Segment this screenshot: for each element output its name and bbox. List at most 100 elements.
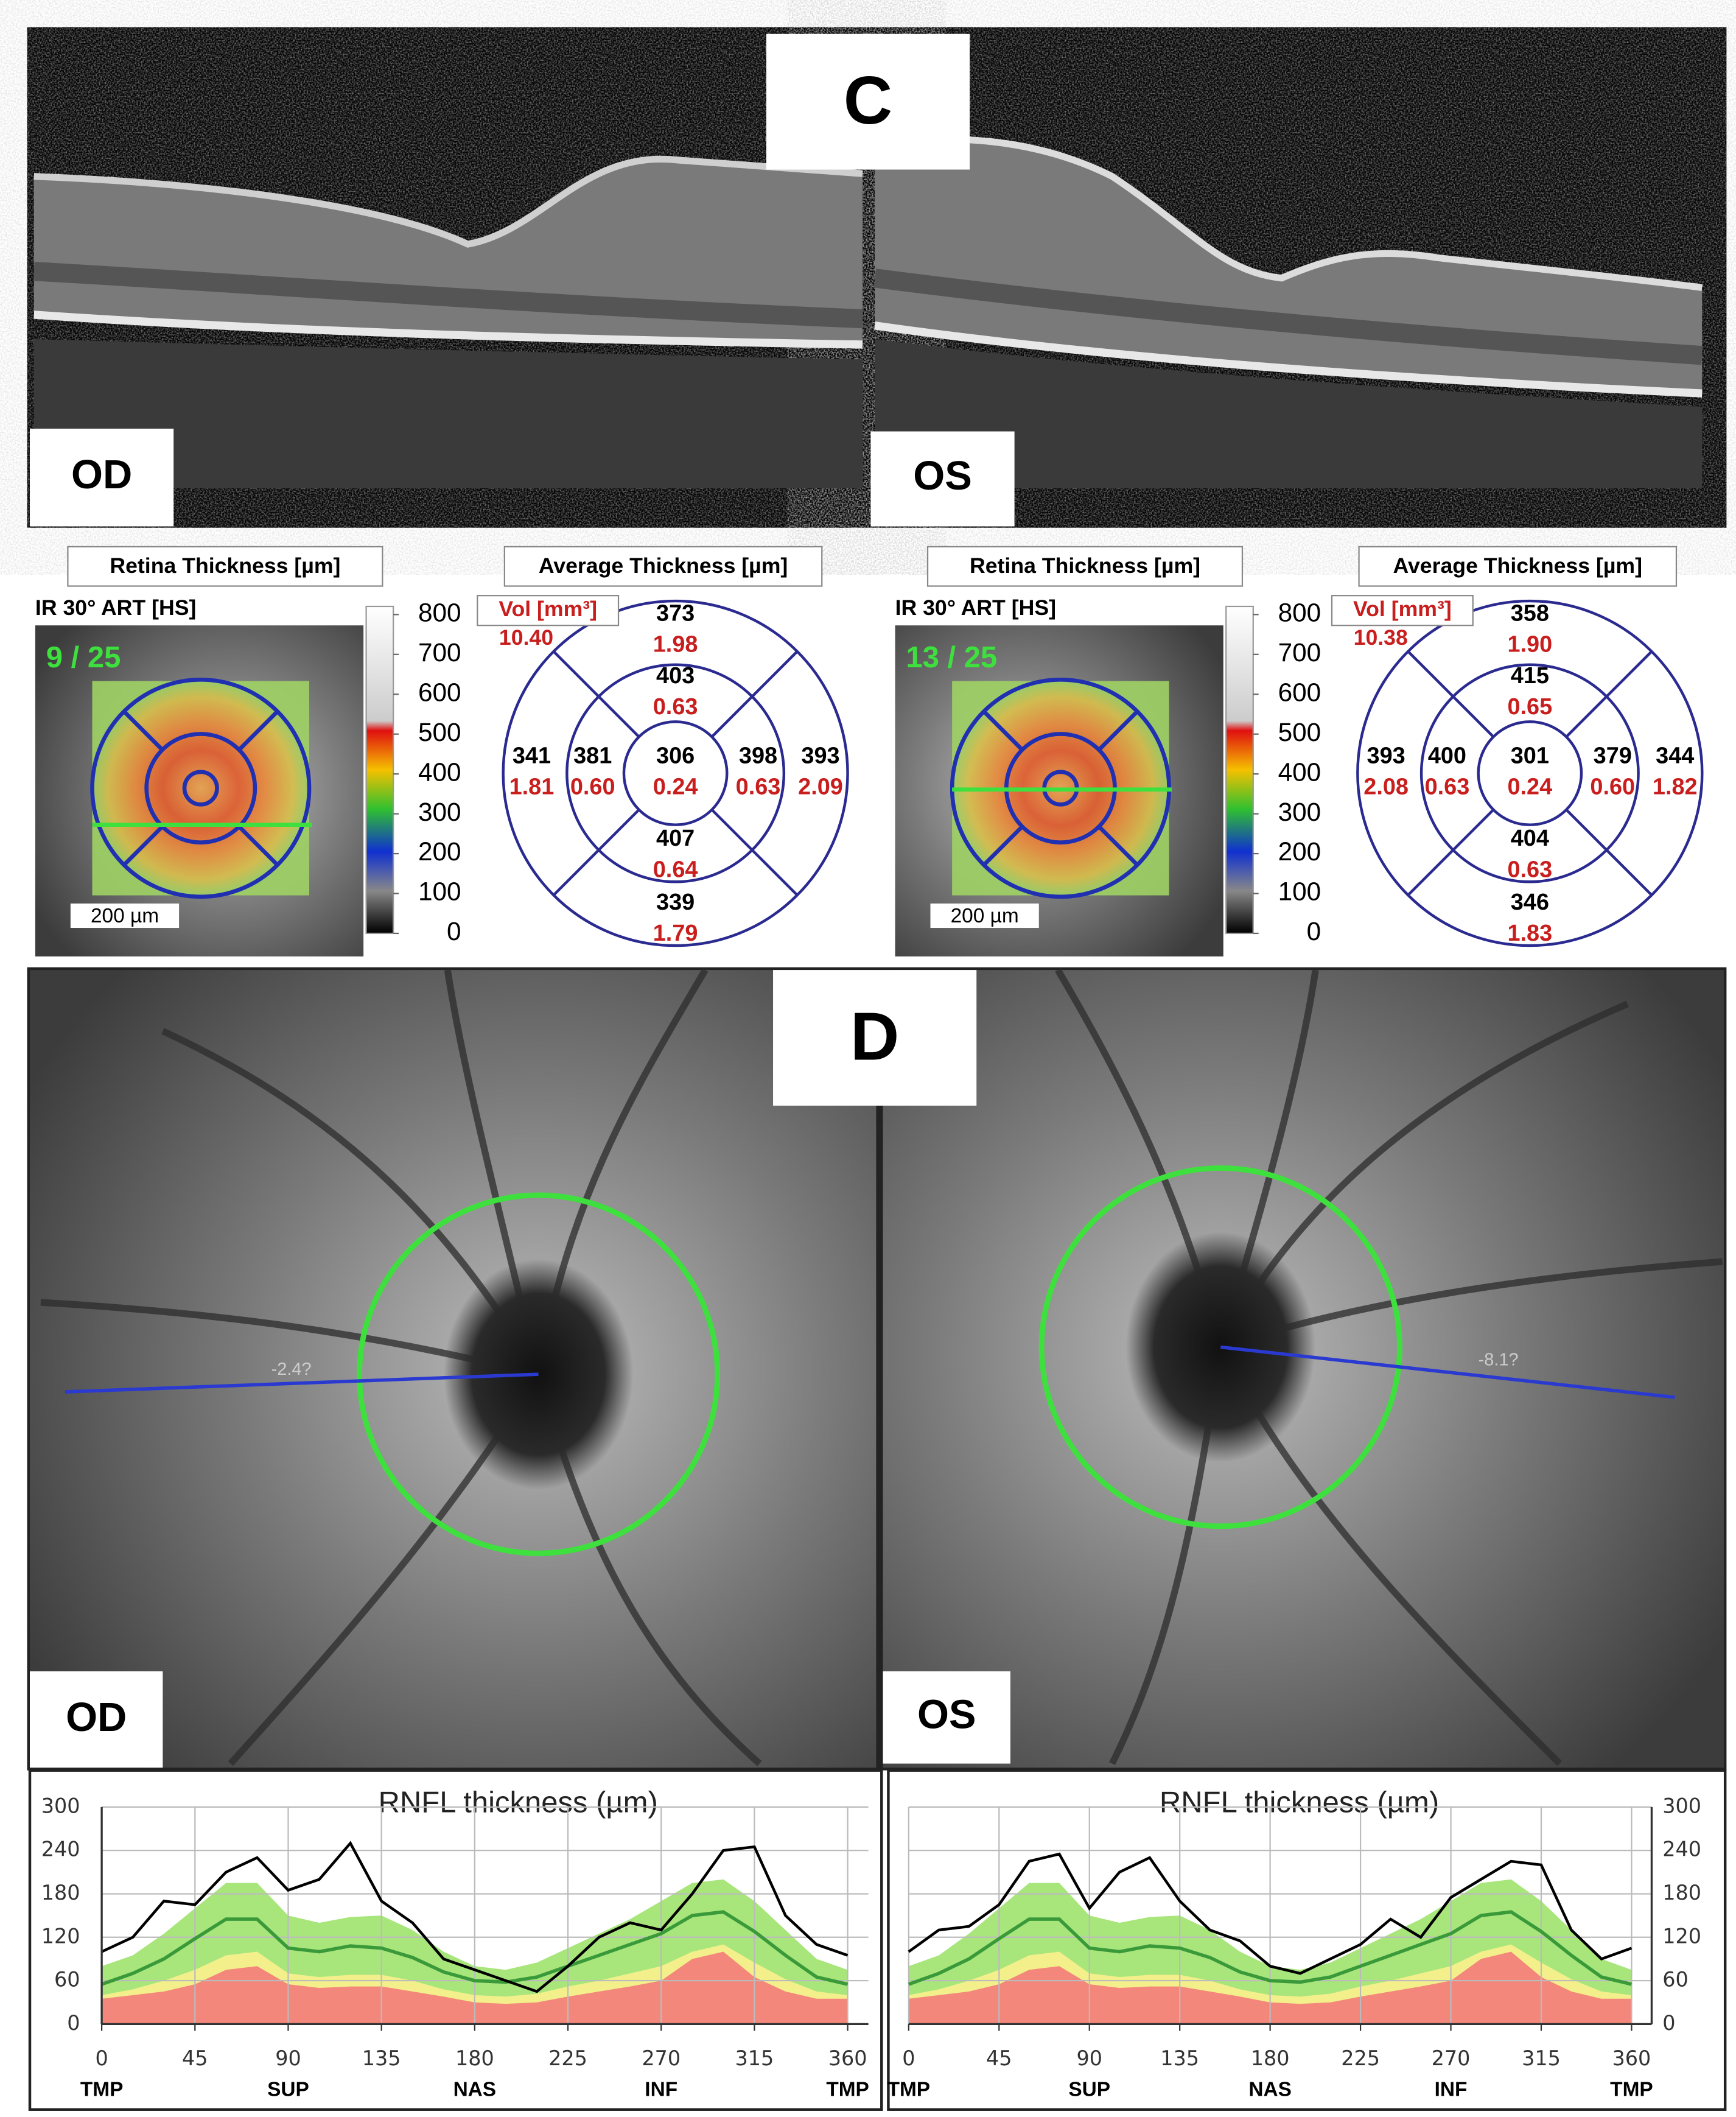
sector-thickness: 393 xyxy=(801,743,839,768)
sector-volume: 1.82 xyxy=(1653,774,1698,800)
sector-label: INF xyxy=(1435,2078,1468,2101)
x-tick-label: 270 xyxy=(642,2046,681,2070)
etdrs-ring xyxy=(1356,599,1704,947)
y-tick-label: 240 xyxy=(1662,1838,1701,1861)
rpe xyxy=(33,311,863,349)
colorbar-label: 600 xyxy=(1278,678,1321,706)
x-tick-label: 45 xyxy=(182,2046,208,2070)
map-title: Retina Thickness [µm] xyxy=(110,553,340,578)
etdrs-spoke xyxy=(552,809,640,897)
y-tick-label: 300 xyxy=(41,1794,80,1817)
x-tick-label: 315 xyxy=(1522,2046,1561,2070)
sector-thickness: 379 xyxy=(1594,743,1632,768)
label-box xyxy=(766,33,970,170)
etdrs-spoke xyxy=(237,824,280,867)
vol-label: Vol [mm³] xyxy=(1353,597,1452,621)
x-tick-label: 225 xyxy=(548,2046,587,2070)
sector-volume: 0.63 xyxy=(653,694,698,720)
colorbar-label: 300 xyxy=(1278,798,1321,826)
total-volume: 10.38 xyxy=(1354,625,1408,650)
angle-label: -2.4? xyxy=(271,1360,312,1379)
colorbar-label: 400 xyxy=(418,757,461,786)
colorbar-label: 200 xyxy=(1278,837,1321,866)
rnfl xyxy=(33,155,863,248)
sector-label: TMP xyxy=(1610,2078,1653,2101)
colorbar-label: 800 xyxy=(1278,599,1321,627)
retina-layer xyxy=(33,262,863,329)
sector-thickness: 346 xyxy=(1511,890,1549,915)
label-box xyxy=(30,1671,163,1768)
sector-volume: 1.90 xyxy=(1507,632,1552,658)
sector-thickness: 403 xyxy=(656,663,695,689)
etdrs-spoke xyxy=(1565,809,1653,897)
angle-label: -8.1? xyxy=(1479,1350,1519,1369)
y-tick-label: 120 xyxy=(41,1924,80,1948)
scan-circle xyxy=(356,1192,721,1556)
x-tick-label: 0 xyxy=(95,2046,108,2070)
etdrs-ring xyxy=(144,732,257,845)
x-tick-label: 90 xyxy=(275,2046,301,2070)
x-tick-label: 225 xyxy=(1341,2046,1380,2070)
x-tick-label: 360 xyxy=(1612,2046,1651,2070)
sector-thickness: 358 xyxy=(1511,600,1549,626)
sector-label: NAS xyxy=(453,2078,497,2101)
chart-title: RNFL thickness (µm) xyxy=(378,1786,657,1819)
avg-title: Average Thickness [µm] xyxy=(539,553,788,578)
etdrs-spoke xyxy=(1565,650,1653,738)
colorbar-label: 700 xyxy=(1278,638,1321,667)
y-tick-label: 300 xyxy=(1662,1794,1701,1817)
sector-thickness: 415 xyxy=(1511,663,1549,689)
thickness-panels: Retina Thickness [µm] IR 30° ART [HS] 9 / … xyxy=(35,546,1704,957)
etdrs-spoke xyxy=(1097,709,1139,752)
rnfl xyxy=(874,135,1703,291)
colorbar-label: 300 xyxy=(418,798,461,826)
etdrs-spoke xyxy=(711,809,799,897)
label-box xyxy=(870,431,1015,527)
scan-label: IR 30° ART [HS] xyxy=(35,595,196,620)
x-tick-label: 270 xyxy=(1432,2046,1471,2070)
label-box xyxy=(883,1671,1010,1764)
sector-label: TMP xyxy=(826,2078,869,2101)
y-tick-label: 0 xyxy=(67,2011,80,2035)
sector-thickness: 341 xyxy=(513,743,551,768)
title-box xyxy=(926,546,1244,587)
colorbar-label: 500 xyxy=(1278,718,1321,746)
panel-label: C xyxy=(844,62,892,138)
sector-volume: 0.64 xyxy=(653,857,698,882)
sector-volume: 0.63 xyxy=(1425,774,1470,800)
scan-label: IR 30° ART [HS] xyxy=(895,595,1056,620)
y-tick-label: 0 xyxy=(1662,2011,1675,2035)
sector-label: INF xyxy=(645,2078,677,2101)
colorbar xyxy=(1225,605,1254,935)
colorbar-label: 0 xyxy=(1307,917,1321,946)
etdrs-ring xyxy=(1419,663,1640,883)
sector-label: NAS xyxy=(1248,2078,1292,2101)
sector-volume: 2.08 xyxy=(1363,774,1409,800)
x-tick-label: 90 xyxy=(1076,2046,1102,2070)
etdrs-spoke xyxy=(1407,650,1494,738)
eye-label: OS xyxy=(917,1691,976,1737)
sector-thickness: 344 xyxy=(1656,743,1694,768)
etdrs-spoke xyxy=(1407,809,1494,897)
x-tick-label: 360 xyxy=(828,2046,867,2070)
fovea-line xyxy=(65,1372,539,1394)
sector-volume: 0.65 xyxy=(1507,694,1552,720)
x-tick-label: 180 xyxy=(455,2046,494,2070)
retina-layer xyxy=(873,269,1703,365)
sector-thickness: 398 xyxy=(739,743,777,768)
scan-count: 13 / 25 xyxy=(906,641,997,674)
sector-volume: 2.09 xyxy=(798,774,843,800)
rnfl-line xyxy=(101,1910,849,1986)
y-tick-label: 240 xyxy=(41,1838,80,1861)
sector-label: TMP xyxy=(887,2078,931,2101)
y-tick-label: 120 xyxy=(1662,1924,1701,1948)
scan-circle xyxy=(1038,1165,1402,1529)
x-tick-label: 135 xyxy=(1160,2046,1199,2070)
total-volume: 10.40 xyxy=(499,625,553,650)
eye-label: OS xyxy=(913,453,972,499)
etdrs-spoke xyxy=(711,650,799,738)
y-tick-label: 60 xyxy=(1662,1968,1689,1992)
title-box xyxy=(67,546,383,587)
scan-count: 9 / 25 xyxy=(46,641,121,674)
